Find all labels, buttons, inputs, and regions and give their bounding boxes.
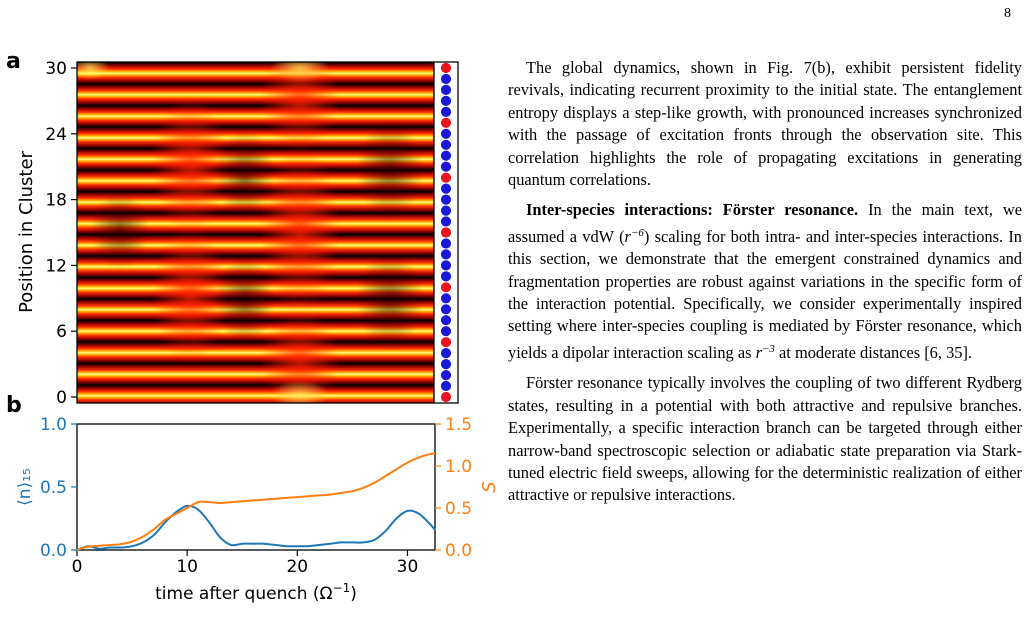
y-tick-label: 24 xyxy=(45,125,67,145)
y-tick-label: 0 xyxy=(56,388,67,408)
heatmap-wavefront xyxy=(270,381,330,403)
x-tick-label: 20 xyxy=(286,557,308,577)
site-dot-blue xyxy=(440,95,452,106)
site-dot-blue xyxy=(440,84,452,95)
heatmap-wavefront xyxy=(152,225,228,365)
site-dot-red xyxy=(440,227,452,238)
right-tick-label: 1.5 xyxy=(445,415,472,435)
panel-a-label: a xyxy=(6,49,21,74)
right-tick-label: 0.5 xyxy=(445,499,472,519)
site-dot-blue xyxy=(440,194,452,205)
panel-b-lines xyxy=(76,452,436,551)
site-dot-blue xyxy=(440,183,452,194)
site-dot-blue xyxy=(440,161,452,172)
section-heading: Inter-species interactions: Förster reso… xyxy=(526,200,859,220)
panel-b-right-axis: 0.0 0.5 1.0 1.5 xyxy=(435,415,472,561)
y-tick-label: 30 xyxy=(45,59,67,79)
site-dot-blue xyxy=(440,359,452,370)
site-dots xyxy=(440,62,452,403)
right-tick-label: 0.0 xyxy=(445,541,472,561)
heatmap-wavefront xyxy=(215,130,275,220)
x-tick-label: 30 xyxy=(397,557,419,577)
page-number: 8 xyxy=(1004,6,1011,21)
panel-b-left-axis: 0.0 0.5 1.0 xyxy=(40,415,77,561)
panel-a-y-axis: 0 6 12 18 24 30 xyxy=(45,59,77,408)
panel-b-x-axis: 0 10 20 30 xyxy=(72,550,419,577)
site-dot-blue xyxy=(440,73,452,85)
site-dot-blue xyxy=(440,216,452,227)
x-tick-label: 10 xyxy=(176,557,198,577)
site-dot-red xyxy=(440,282,452,293)
site-dot-red xyxy=(440,117,452,128)
left-tick-label: 0.5 xyxy=(40,478,67,498)
y-tick-label: 18 xyxy=(45,191,67,211)
site-dot-blue xyxy=(440,315,452,326)
left-tick-label: 1.0 xyxy=(40,415,67,435)
paragraph-forster: Inter-species interactions: Förster reso… xyxy=(508,200,1022,362)
panel-b-left-ylabel: ⟨n⟩₁₅ xyxy=(15,468,35,506)
site-dot-red xyxy=(440,391,452,403)
y-tick-label: 6 xyxy=(56,322,67,342)
heatmap-wavefront xyxy=(356,250,424,350)
site-dot-blue xyxy=(440,348,452,359)
x-tick-label: 0 xyxy=(72,557,83,577)
site-dot-red xyxy=(440,172,452,183)
site-dot-blue xyxy=(440,139,452,150)
site-dot-blue xyxy=(440,249,452,260)
heatmap-wavefront xyxy=(152,95,228,235)
heatmap-wavefront xyxy=(215,255,275,345)
body-text: The global dynamics, shown in Fig. 7(b),… xyxy=(508,57,1022,633)
site-dot-blue xyxy=(440,380,452,392)
site-dot-blue xyxy=(440,260,452,271)
left-tick-label: 0.0 xyxy=(40,541,67,561)
site-dot-blue xyxy=(440,293,452,304)
occupation-line xyxy=(76,504,436,551)
panel-b-label: b xyxy=(6,393,22,418)
site-dot-blue xyxy=(440,326,452,337)
paragraph-global-dynamics: The global dynamics, shown in Fig. 7(b),… xyxy=(508,58,1022,190)
panel-b-xlabel: time after quench (Ω−1) xyxy=(155,581,357,604)
site-dot-blue xyxy=(440,238,452,249)
site-dot-blue xyxy=(440,370,452,381)
heatmap-wavefront xyxy=(77,62,110,80)
site-dot-blue xyxy=(440,128,452,139)
heatmap-wavefront xyxy=(356,120,424,220)
heatmap-wavefront xyxy=(260,310,340,403)
site-dot-red xyxy=(440,62,452,74)
right-tick-label: 1.0 xyxy=(445,457,472,477)
panel-a-ylabel: Position in Cluster xyxy=(16,150,37,312)
site-dot-blue xyxy=(440,205,452,216)
site-dot-blue xyxy=(440,150,452,161)
heatmap xyxy=(77,62,434,403)
heatmap-wavefront xyxy=(260,145,340,315)
panel-b-frame xyxy=(76,423,436,551)
figure: a b 0 6 12 18 24 30 Position in Cluster 0 10 20… xyxy=(6,49,500,604)
panel-b-right-ylabel: S xyxy=(479,481,500,492)
y-tick-label: 12 xyxy=(45,256,67,276)
entropy-line xyxy=(76,452,436,551)
paragraph-forster-resonance: Förster resonance typically involves the… xyxy=(508,373,1022,505)
site-dot-blue xyxy=(440,106,452,117)
site-dot-blue xyxy=(440,271,452,282)
site-column xyxy=(433,61,459,404)
site-dot-blue xyxy=(440,304,452,315)
heatmap-wavefront xyxy=(90,190,150,270)
site-dot-red xyxy=(440,337,452,348)
heatmap-wavefront xyxy=(270,62,330,82)
heatmap-wavefront xyxy=(260,62,340,150)
